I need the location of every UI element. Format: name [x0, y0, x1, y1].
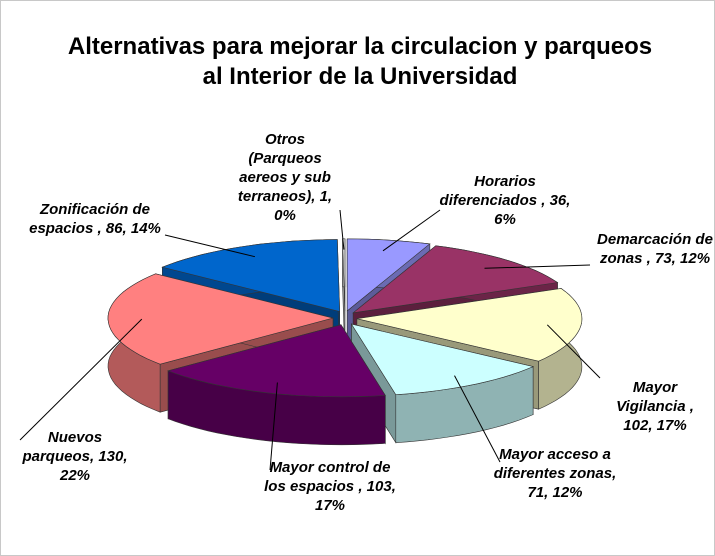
leader-line	[454, 375, 501, 463]
leader-line	[382, 209, 441, 252]
label-value: 73, 12%	[654, 250, 711, 267]
label-category: Mayor Vigilancia ,	[616, 379, 694, 415]
leader-line	[484, 264, 591, 269]
label-value: 1, 0%	[274, 188, 333, 224]
data-label: Mayor Vigilancia , 102, 17%	[600, 378, 710, 435]
slice	[352, 245, 559, 314]
slice	[356, 288, 583, 362]
label-category: Mayor acceso a diferentes zonas,	[493, 446, 617, 482]
label-value: 102, 17%	[623, 417, 687, 434]
label-value: 71, 12%	[527, 484, 583, 501]
data-label: Mayor acceso a diferentes zonas, 71, 12%	[490, 445, 620, 502]
label-category: Otros (Parqueos aereos y sub terraneos),	[237, 131, 331, 205]
slice	[350, 323, 535, 396]
data-label: Mayor control de los espacios , 103, 17%	[260, 458, 400, 515]
label-value: 36, 6%	[494, 192, 571, 228]
data-label: Zonificación de espacios , 86, 14%	[25, 200, 165, 238]
leader-line	[164, 234, 256, 258]
leader-line	[546, 324, 601, 379]
chart-title: Alternativas para mejorar la circulacion…	[67, 33, 653, 90]
label-category: Mayor control de los espacios ,	[264, 459, 391, 495]
leader-line	[269, 382, 278, 471]
slice	[167, 324, 386, 398]
leader-line	[19, 318, 143, 441]
label-category: Horarios diferenciados ,	[439, 173, 546, 209]
slice	[107, 273, 334, 365]
slice	[346, 238, 431, 312]
data-label: Nuevos parqueos, 130, 22%	[20, 428, 130, 485]
leader-line	[339, 209, 345, 250]
pie-tops	[107, 238, 583, 398]
label-category: Demarcación de zonas ,	[597, 231, 713, 267]
label-value: 86, 14%	[105, 220, 161, 237]
slice	[342, 238, 346, 311]
data-label: Otros (Parqueos aereos y sub terraneos),…	[230, 130, 340, 225]
label-category: Zonificación de espacios ,	[29, 201, 150, 237]
data-label: Demarcación de zonas , 73, 12%	[590, 230, 715, 268]
slice	[161, 239, 341, 312]
label-category: Nuevos parqueos,	[22, 429, 103, 465]
data-label: Horarios diferenciados , 36, 6%	[435, 172, 575, 229]
label-value: 130, 22%	[59, 448, 128, 484]
label-value: 103, 17%	[314, 478, 396, 514]
